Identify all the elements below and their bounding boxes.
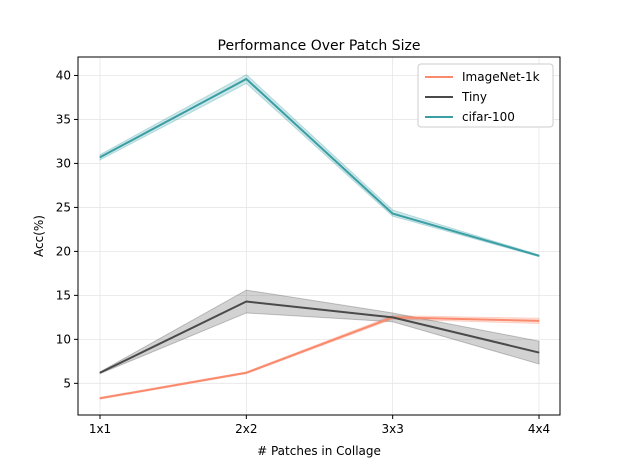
legend: ImageNet-1k Tiny cifar-100 [417, 63, 554, 128]
x-axis-label: # Patches in Collage [257, 444, 381, 458]
y-tick-label: 20 [56, 244, 71, 258]
y-tick-label: 35 [56, 112, 71, 126]
chart-title: Performance Over Patch Size [218, 38, 421, 54]
y-axis-label: Acc(%) [32, 215, 46, 257]
y-tick-label: 30 [56, 156, 71, 170]
data-point [99, 372, 101, 374]
series-line [99, 300, 540, 374]
x-tick-label: 1x1 [89, 422, 111, 436]
series-line [99, 316, 540, 400]
data-point [99, 397, 101, 399]
data-point [538, 352, 540, 354]
confidence-band [99, 73, 540, 258]
data-point [392, 213, 394, 215]
legend-label: cifar-100 [462, 110, 515, 124]
y-tick-label: 10 [56, 332, 71, 346]
series-line [99, 77, 540, 257]
legend-box [417, 63, 554, 128]
data-point [245, 372, 247, 374]
confidence-band [99, 289, 540, 375]
x-tick-label: 2x2 [235, 422, 257, 436]
legend-label: ImageNet-1k [462, 70, 540, 84]
data-point [99, 156, 101, 158]
y-tick-label: 5 [63, 376, 71, 390]
data-point [538, 320, 540, 322]
data-point [245, 301, 247, 303]
plot-frame [77, 56, 561, 416]
y-tick-label: 25 [56, 200, 71, 214]
x-tick-label: 3x3 [381, 422, 403, 436]
y-tick-label: 40 [56, 68, 71, 82]
legend-label: Tiny [461, 90, 487, 104]
data-point [392, 316, 394, 318]
x-tick-label: 4x4 [528, 422, 550, 436]
data-point [245, 78, 247, 80]
data-point [538, 255, 540, 257]
y-tick-label: 15 [56, 288, 71, 302]
